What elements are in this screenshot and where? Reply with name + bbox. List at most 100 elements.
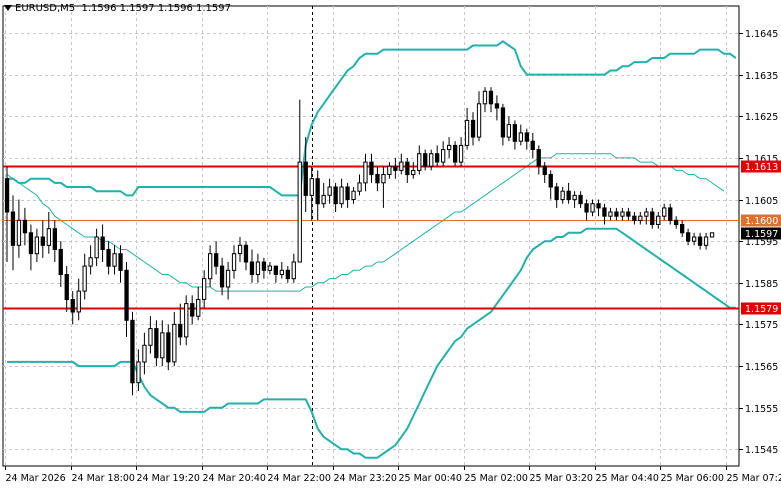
candle-body: [345, 186, 350, 200]
candle-body: [548, 174, 553, 188]
candle-body: [680, 224, 685, 234]
bollinger-upper-band: [7, 40, 737, 197]
x-tick-label: 25 Mar 06:00: [661, 473, 724, 484]
candle-body: [572, 194, 577, 201]
x-tick-label: 25 Mar 03:20: [530, 473, 593, 484]
candle-body: [692, 236, 697, 242]
candle-body: [327, 186, 332, 196]
candle-body: [297, 161, 302, 263]
candle-body: [494, 103, 500, 109]
candle-body: [184, 303, 189, 338]
bollinger-lower-band: [7, 227, 736, 459]
candle-body: [28, 232, 34, 255]
candle-body: [470, 119, 476, 138]
bollinger-middle-band: [6, 153, 725, 292]
y-tick-label: 1.1575: [745, 320, 778, 331]
candle-body: [626, 211, 631, 217]
y-tick-label: 1.1545: [745, 445, 778, 456]
dropdown-triangle-icon[interactable]: [4, 4, 12, 11]
candle-body: [703, 236, 709, 246]
candle-body: [148, 328, 153, 346]
y-tick-label: 1.1605: [745, 196, 778, 207]
candle-body: [190, 303, 195, 317]
candle-body: [650, 211, 655, 225]
candle-body: [208, 253, 213, 280]
candle-body: [709, 232, 715, 238]
current-price-label: 1.1597: [745, 229, 778, 240]
candle-body: [106, 249, 111, 267]
candle-body: [237, 244, 243, 255]
candle-body: [393, 165, 398, 171]
price-level-badge: [741, 214, 781, 227]
candle-body: [166, 332, 171, 363]
candle-body: [309, 178, 314, 196]
candle-body: [488, 90, 494, 105]
candle-body: [82, 265, 87, 292]
candle-body: [590, 203, 595, 213]
candle-body: [16, 219, 22, 246]
candle-body: [339, 186, 344, 205]
candle-body: [214, 253, 219, 267]
candle-body: [668, 207, 673, 221]
candle-body: [40, 236, 46, 246]
x-tick-label: 24 Mar 19:20: [137, 473, 200, 484]
candle-body: [178, 323, 183, 338]
candle-body: [524, 132, 530, 142]
candle-body: [285, 269, 291, 280]
candle-body: [608, 211, 613, 217]
candle-body: [411, 169, 416, 176]
candle-body: [231, 253, 237, 271]
candle-body: [596, 203, 601, 209]
candle-body: [22, 219, 28, 234]
y-tick-label: 1.1625: [745, 112, 778, 123]
candle-body: [584, 203, 589, 213]
candle-body: [536, 149, 541, 167]
candle-body: [58, 249, 63, 275]
candle-body: [94, 236, 99, 259]
candle-body: [512, 124, 518, 142]
candle-body: [476, 103, 482, 138]
candle-body: [435, 153, 440, 163]
x-tick-label: 25 Mar 02:00: [465, 473, 528, 484]
x-tick-label: 25 Mar 00:40: [399, 473, 462, 484]
price-level-badge: [741, 302, 781, 315]
x-tick-label: 24 Mar 2026: [6, 473, 66, 484]
candle-body: [112, 253, 117, 267]
price-level-badge-label: 1.1600: [745, 216, 778, 227]
candle-body: [453, 144, 458, 163]
candle-body: [4, 178, 10, 213]
candle-body: [405, 161, 410, 176]
candle-body: [417, 153, 422, 171]
candle-body: [76, 290, 81, 313]
candle-body: [130, 319, 135, 384]
x-tick-label: 24 Mar 20:40: [203, 473, 266, 484]
candle-body: [291, 261, 296, 280]
candle-body: [351, 190, 356, 200]
x-tick-label: 24 Mar 23:20: [334, 473, 397, 484]
candle-body: [656, 215, 661, 225]
candle-body: [88, 257, 93, 267]
candle-body: [578, 194, 583, 205]
candle-body: [202, 278, 207, 300]
candle-body: [160, 332, 165, 359]
candle-body: [447, 144, 452, 151]
candle-body: [464, 119, 470, 146]
candle-body: [429, 153, 434, 167]
candle-body: [632, 215, 637, 221]
y-tick-label: 1.1635: [745, 71, 778, 82]
y-tick-label: 1.1645: [745, 29, 778, 40]
candle-body: [458, 144, 464, 163]
y-tick-label: 1.1585: [745, 279, 778, 290]
candle-body: [279, 269, 285, 275]
candle-body: [620, 211, 625, 217]
candle-body: [219, 265, 225, 288]
candle-body: [399, 161, 404, 171]
candle-body: [64, 274, 69, 300]
candle-body: [142, 344, 147, 363]
x-tick-label: 25 Mar 07:20: [727, 473, 781, 484]
candle-body: [542, 165, 547, 175]
price-level-badge-label: 1.1613: [745, 162, 778, 173]
candle-body: [697, 236, 703, 246]
